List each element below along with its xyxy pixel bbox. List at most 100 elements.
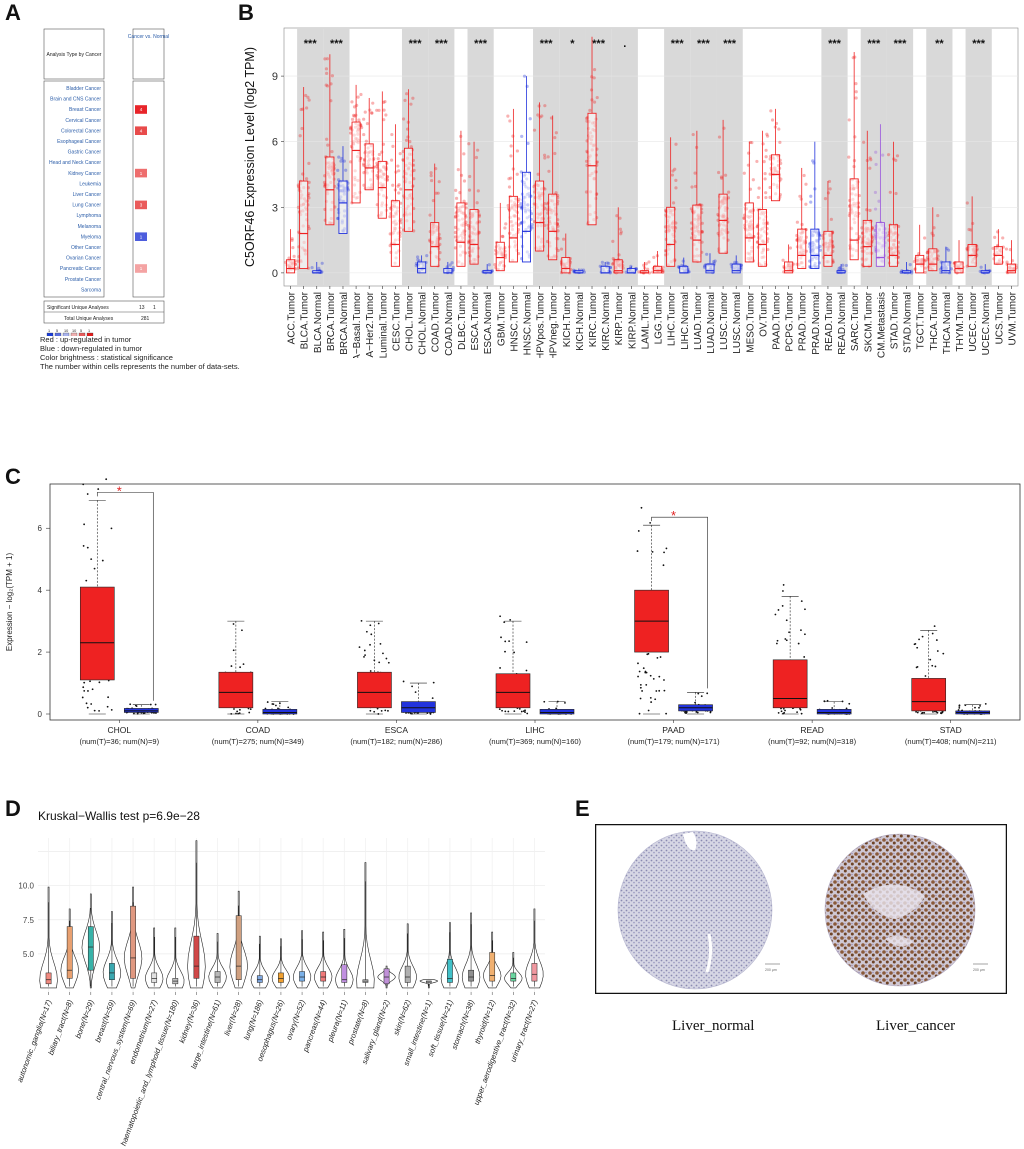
scale-swatch [62, 332, 70, 336]
data-point [766, 237, 770, 241]
box [797, 228, 807, 269]
x-tick-label: UCEC.Normal [981, 292, 992, 355]
cancer-row-label: Ovarian Cancer [66, 256, 101, 262]
data-point [462, 179, 467, 183]
data-point [647, 709, 650, 712]
data-point [230, 665, 233, 667]
data-point [350, 100, 354, 104]
x-tick-label: OV.Tumor [758, 291, 769, 336]
data-point [275, 704, 277, 707]
x-tick-label: SKCM.Metastasis [876, 292, 887, 358]
x-tick-label: KICH.Tumor [562, 291, 573, 347]
cancer-row-label: Bladder Cancer [66, 86, 101, 92]
cancer-row-value: 4 [140, 128, 143, 133]
data-point [719, 175, 724, 179]
y-tick-label: 6 [38, 524, 43, 533]
data-point [925, 256, 930, 260]
box [364, 143, 374, 191]
data-point [637, 530, 640, 532]
x-tick-label: CHOL.Tumor [405, 291, 416, 351]
data-point [556, 229, 560, 233]
box [561, 257, 571, 274]
data-point [448, 263, 452, 267]
data-point [592, 68, 597, 72]
violin-box [489, 952, 496, 982]
data-point [868, 166, 872, 170]
data-point [958, 706, 961, 709]
data-point [376, 707, 379, 710]
data-point [827, 179, 832, 184]
data-point [768, 157, 772, 161]
data-point [925, 250, 930, 255]
data-point [391, 144, 395, 148]
data-point [706, 692, 709, 695]
group-name: READ [800, 725, 824, 735]
data-point [342, 159, 346, 163]
data-point [553, 135, 557, 140]
data-point [397, 191, 401, 195]
scale-swatch [78, 332, 86, 336]
x-tick-label: GBM.Tumor [496, 291, 507, 346]
data-point [804, 608, 806, 611]
box [888, 224, 898, 267]
violin-box [278, 972, 284, 983]
data-point [895, 154, 900, 158]
data-point [595, 95, 599, 100]
data-point [362, 132, 366, 137]
data-point [382, 118, 386, 122]
data-point [375, 161, 379, 165]
box [600, 265, 610, 274]
violin-box [341, 964, 348, 983]
data-point [434, 191, 438, 195]
cancer-row-label: Melanoma [78, 224, 102, 230]
data-point [644, 262, 648, 266]
violin-box [510, 972, 517, 982]
data-point [453, 215, 458, 219]
data-point [543, 156, 547, 160]
data-point [971, 221, 975, 226]
data-point [553, 151, 557, 156]
data-point [360, 126, 364, 130]
box [79, 586, 115, 681]
cancer-row-label: Esophageal Cancer [57, 139, 101, 145]
data-point [500, 234, 505, 238]
data-point [475, 201, 479, 205]
cancer-row-label: Gastric Cancer [68, 150, 102, 156]
data-point [307, 98, 311, 102]
box [535, 180, 545, 252]
data-point [923, 711, 926, 714]
data-point [352, 105, 357, 109]
legend-note-blue: Blue : down-regulated in tumor [40, 344, 143, 353]
violin-box [66, 926, 73, 979]
box [587, 112, 597, 226]
data-point [509, 144, 513, 148]
data-point [762, 160, 766, 164]
cancer-row-cell [135, 264, 147, 273]
x-tick-label: ovary(N=52) [284, 998, 307, 1041]
data-point [507, 177, 511, 181]
y-tick-label: 0 [272, 268, 278, 280]
data-point [559, 247, 564, 251]
data-point [330, 74, 335, 78]
data-point [287, 706, 290, 709]
data-point [373, 710, 376, 713]
data-point [777, 609, 780, 611]
data-point [519, 221, 523, 225]
significance-band [926, 28, 953, 286]
data-point [453, 225, 458, 230]
data-point [803, 656, 806, 658]
box [810, 228, 820, 269]
data-point [431, 198, 435, 203]
data-point [107, 696, 110, 699]
y-tick-label: 7.5 [23, 916, 35, 925]
x-tick-label: UCEC.Tumor [968, 291, 979, 351]
data-point [464, 202, 468, 206]
data-point [154, 703, 157, 706]
data-point [777, 127, 781, 131]
data-point [554, 191, 558, 195]
data-point [935, 710, 938, 713]
cancer-row-label: Leukemia [79, 181, 101, 187]
data-point [651, 550, 654, 553]
x-tick-label: STAD.Tumor [889, 291, 900, 349]
data-point [671, 201, 676, 205]
